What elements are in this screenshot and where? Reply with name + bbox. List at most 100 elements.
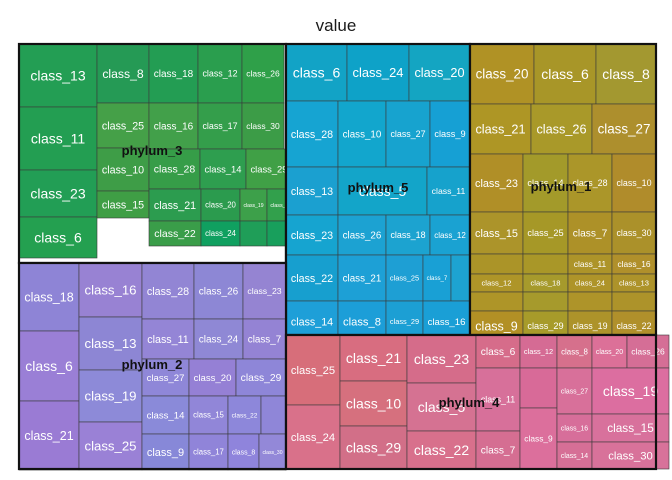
treemap-cell xyxy=(567,291,613,312)
treemap-cell xyxy=(346,43,410,102)
treemap-cell xyxy=(591,103,657,155)
cell-label: class_13 xyxy=(619,279,649,288)
treemap-cell xyxy=(429,100,471,168)
cell-label: class_7 xyxy=(270,203,288,209)
treemap-cell xyxy=(239,220,268,247)
treemap-cell xyxy=(285,334,341,406)
treemap-cell xyxy=(469,43,535,105)
cell-label: class_5 xyxy=(418,399,466,415)
cell-label: class_11 xyxy=(574,259,607,269)
cell-label: class_21 xyxy=(475,122,525,136)
treemap-cell xyxy=(285,214,339,256)
cell-label: class_23 xyxy=(414,351,469,367)
treemap-cell xyxy=(141,395,190,435)
treemap-cell xyxy=(78,421,143,471)
phylum-label: phylum_1 xyxy=(531,179,592,194)
treemap-cell xyxy=(337,166,428,216)
treemap-cell xyxy=(519,367,558,409)
cell-label: class_13 xyxy=(30,67,85,83)
treemap-cell xyxy=(148,43,199,104)
treemap-cell xyxy=(522,153,569,213)
cell-label: class_23 xyxy=(475,178,518,190)
phylum-label: phylum_3 xyxy=(122,143,183,158)
cell-label: class_12 xyxy=(524,347,553,356)
cell-label: class_15 xyxy=(475,228,518,240)
cell-label: class_27 xyxy=(561,388,588,395)
cell-label: class_22 xyxy=(154,228,196,240)
treemap-cell xyxy=(469,253,524,275)
group-border xyxy=(284,333,658,471)
treemap-cell xyxy=(141,433,190,471)
cell-label: class_24 xyxy=(205,229,236,238)
treemap-cell xyxy=(241,43,285,104)
cell-label: class_12 xyxy=(482,279,512,288)
cell-label: class_11 xyxy=(432,186,466,196)
treemap-cell xyxy=(227,395,262,435)
treemap-cell xyxy=(556,334,593,369)
cell-label: class_21 xyxy=(24,429,73,443)
cell-label: class_12 xyxy=(434,231,466,240)
cell-label: class_14 xyxy=(147,410,186,421)
treemap-cell xyxy=(148,188,202,222)
treemap-cell xyxy=(78,316,143,371)
cell-label: class_7 xyxy=(573,229,608,240)
treemap-cell xyxy=(285,254,339,302)
cell-label: class_17 xyxy=(193,448,224,457)
treemap-cell xyxy=(475,367,521,432)
cell-label: class_25 xyxy=(84,439,136,454)
cell-label: class_27 xyxy=(390,129,425,139)
cell-label: class_23 xyxy=(247,286,281,296)
treemap-cell xyxy=(18,400,80,471)
cell-label: class_12 xyxy=(202,69,237,79)
cell-label: class_14 xyxy=(291,316,333,328)
treemap-cell xyxy=(285,43,348,102)
cell-label: class_20 xyxy=(414,66,464,80)
cell-label: class_23 xyxy=(30,185,85,201)
cell-label: class_15 xyxy=(607,421,654,435)
cell-label: class_27 xyxy=(598,122,651,137)
cell-label: class_23 xyxy=(291,230,333,242)
treemap-cell xyxy=(426,166,471,216)
cell-label: class_8 xyxy=(102,67,144,81)
treemap-cell xyxy=(197,102,243,150)
chart-title: value xyxy=(315,16,357,35)
cell-label: class_28 xyxy=(291,129,333,141)
cell-label: class_22 xyxy=(616,321,651,331)
cell-label: class_8 xyxy=(602,66,650,82)
cell-label: class_10 xyxy=(343,129,382,140)
treemap-cell xyxy=(241,102,285,150)
cell-label: class_7 xyxy=(481,446,516,457)
cell-label: class_24 xyxy=(353,65,404,80)
cell-label: class_20 xyxy=(205,201,236,210)
cell-label: class_14 xyxy=(561,453,588,460)
cell-label: class_21 xyxy=(343,273,382,284)
cell-label: class_16 xyxy=(617,259,650,269)
cell-label: class_6 xyxy=(25,358,73,374)
treemap-cell xyxy=(337,100,387,168)
cell-label: class_28 xyxy=(147,286,189,298)
cell-label: class_11 xyxy=(147,334,188,346)
treemap-cell xyxy=(148,102,199,150)
treemap-cell xyxy=(469,153,524,213)
cell-label: class_24 xyxy=(575,279,605,288)
treemap-cell xyxy=(188,395,229,435)
cell-label: class_10 xyxy=(102,164,144,176)
treemap-cell xyxy=(422,254,452,302)
cell-label: class_22 xyxy=(232,412,258,419)
cell-label: class_22 xyxy=(414,442,469,458)
cell-label: class_26 xyxy=(631,346,665,356)
cell-label: class_19 xyxy=(603,383,658,399)
cell-label: class_16 xyxy=(154,122,194,133)
cell-label: class_29 xyxy=(390,317,419,326)
cell-label: class_8 xyxy=(343,316,381,328)
treemap-cell xyxy=(522,291,569,312)
cell-label: class_7 xyxy=(427,275,448,282)
cell-label: class_26 xyxy=(536,122,586,136)
cell-label: class_9 xyxy=(434,129,465,139)
treemap-cell xyxy=(556,441,593,470)
treemap-cell xyxy=(595,43,657,105)
cell-label: class_6 xyxy=(34,229,82,245)
phylum-label: phylum_4 xyxy=(439,395,500,410)
cell-label: class_30 xyxy=(262,450,282,456)
